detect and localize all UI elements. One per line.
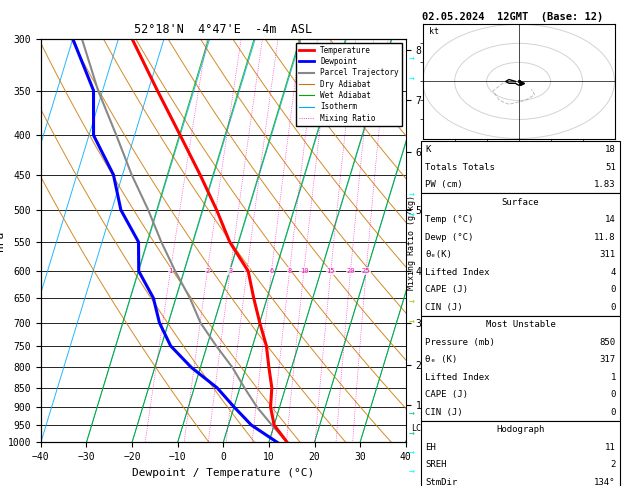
Text: Most Unstable: Most Unstable (486, 320, 555, 329)
Text: 0: 0 (610, 408, 616, 417)
Text: K: K (425, 145, 431, 154)
Text: Lifted Index: Lifted Index (425, 268, 490, 277)
Text: 2: 2 (610, 460, 616, 469)
Text: →: → (409, 408, 415, 418)
Y-axis label: km
ASL: km ASL (432, 230, 450, 251)
Text: 317: 317 (599, 355, 616, 364)
Text: 8: 8 (287, 268, 292, 274)
Text: 311: 311 (599, 250, 616, 259)
Text: Pressure (mb): Pressure (mb) (425, 338, 495, 347)
Text: 1.83: 1.83 (594, 180, 616, 189)
Text: 850: 850 (599, 338, 616, 347)
Text: 02.05.2024  12GMT  (Base: 12): 02.05.2024 12GMT (Base: 12) (422, 12, 603, 22)
Text: CIN (J): CIN (J) (425, 303, 463, 312)
Text: →: → (409, 296, 415, 306)
Text: →: → (409, 190, 415, 199)
Text: θₑ (K): θₑ (K) (425, 355, 457, 364)
Text: PW (cm): PW (cm) (425, 180, 463, 189)
Text: Surface: Surface (502, 198, 539, 207)
Text: →: → (409, 447, 415, 457)
Text: 1: 1 (610, 373, 616, 382)
Text: 11.8: 11.8 (594, 233, 616, 242)
Text: CAPE (J): CAPE (J) (425, 390, 468, 399)
Text: →: → (409, 467, 415, 476)
Text: Totals Totals: Totals Totals (425, 163, 495, 172)
Text: 4: 4 (245, 268, 249, 274)
Text: 2: 2 (205, 268, 209, 274)
Text: 10: 10 (299, 268, 308, 274)
Legend: Temperature, Dewpoint, Parcel Trajectory, Dry Adiabat, Wet Adiabat, Isotherm, Mi: Temperature, Dewpoint, Parcel Trajectory… (296, 43, 402, 125)
Text: CAPE (J): CAPE (J) (425, 285, 468, 294)
Text: StmDir: StmDir (425, 478, 457, 486)
Text: Mixing Ratio (g/kg): Mixing Ratio (g/kg) (408, 195, 416, 291)
Text: 1: 1 (169, 268, 172, 274)
Text: 134°: 134° (594, 478, 616, 486)
Text: 4: 4 (610, 268, 616, 277)
Y-axis label: hPa: hPa (0, 230, 5, 251)
Text: EH: EH (425, 443, 436, 451)
Text: 20: 20 (347, 268, 355, 274)
Text: Lifted Index: Lifted Index (425, 373, 490, 382)
Text: θₑ(K): θₑ(K) (425, 250, 452, 259)
Text: 0: 0 (610, 390, 616, 399)
Text: LCL: LCL (411, 424, 426, 433)
Text: →: → (409, 53, 415, 63)
Text: 11: 11 (605, 443, 616, 451)
X-axis label: Dewpoint / Temperature (°C): Dewpoint / Temperature (°C) (132, 468, 314, 478)
Text: 3: 3 (228, 268, 232, 274)
Text: 25: 25 (362, 268, 370, 274)
Text: Dewp (°C): Dewp (°C) (425, 233, 474, 242)
Text: 51: 51 (605, 163, 616, 172)
Text: →: → (409, 428, 415, 437)
Text: Temp (°C): Temp (°C) (425, 215, 474, 224)
Text: 14: 14 (605, 215, 616, 224)
Text: CIN (J): CIN (J) (425, 408, 463, 417)
Text: →: → (409, 316, 415, 326)
Text: 0: 0 (610, 285, 616, 294)
Text: 18: 18 (605, 145, 616, 154)
Text: 15: 15 (326, 268, 335, 274)
Text: 0: 0 (610, 303, 616, 312)
Text: Hodograph: Hodograph (496, 425, 545, 434)
Text: 6: 6 (269, 268, 274, 274)
Title: 52°18'N  4°47'E  -4m  ASL: 52°18'N 4°47'E -4m ASL (134, 23, 313, 36)
Text: →: → (409, 209, 415, 219)
Text: kt: kt (429, 27, 439, 36)
Text: →: → (409, 73, 415, 83)
Text: SREH: SREH (425, 460, 447, 469)
